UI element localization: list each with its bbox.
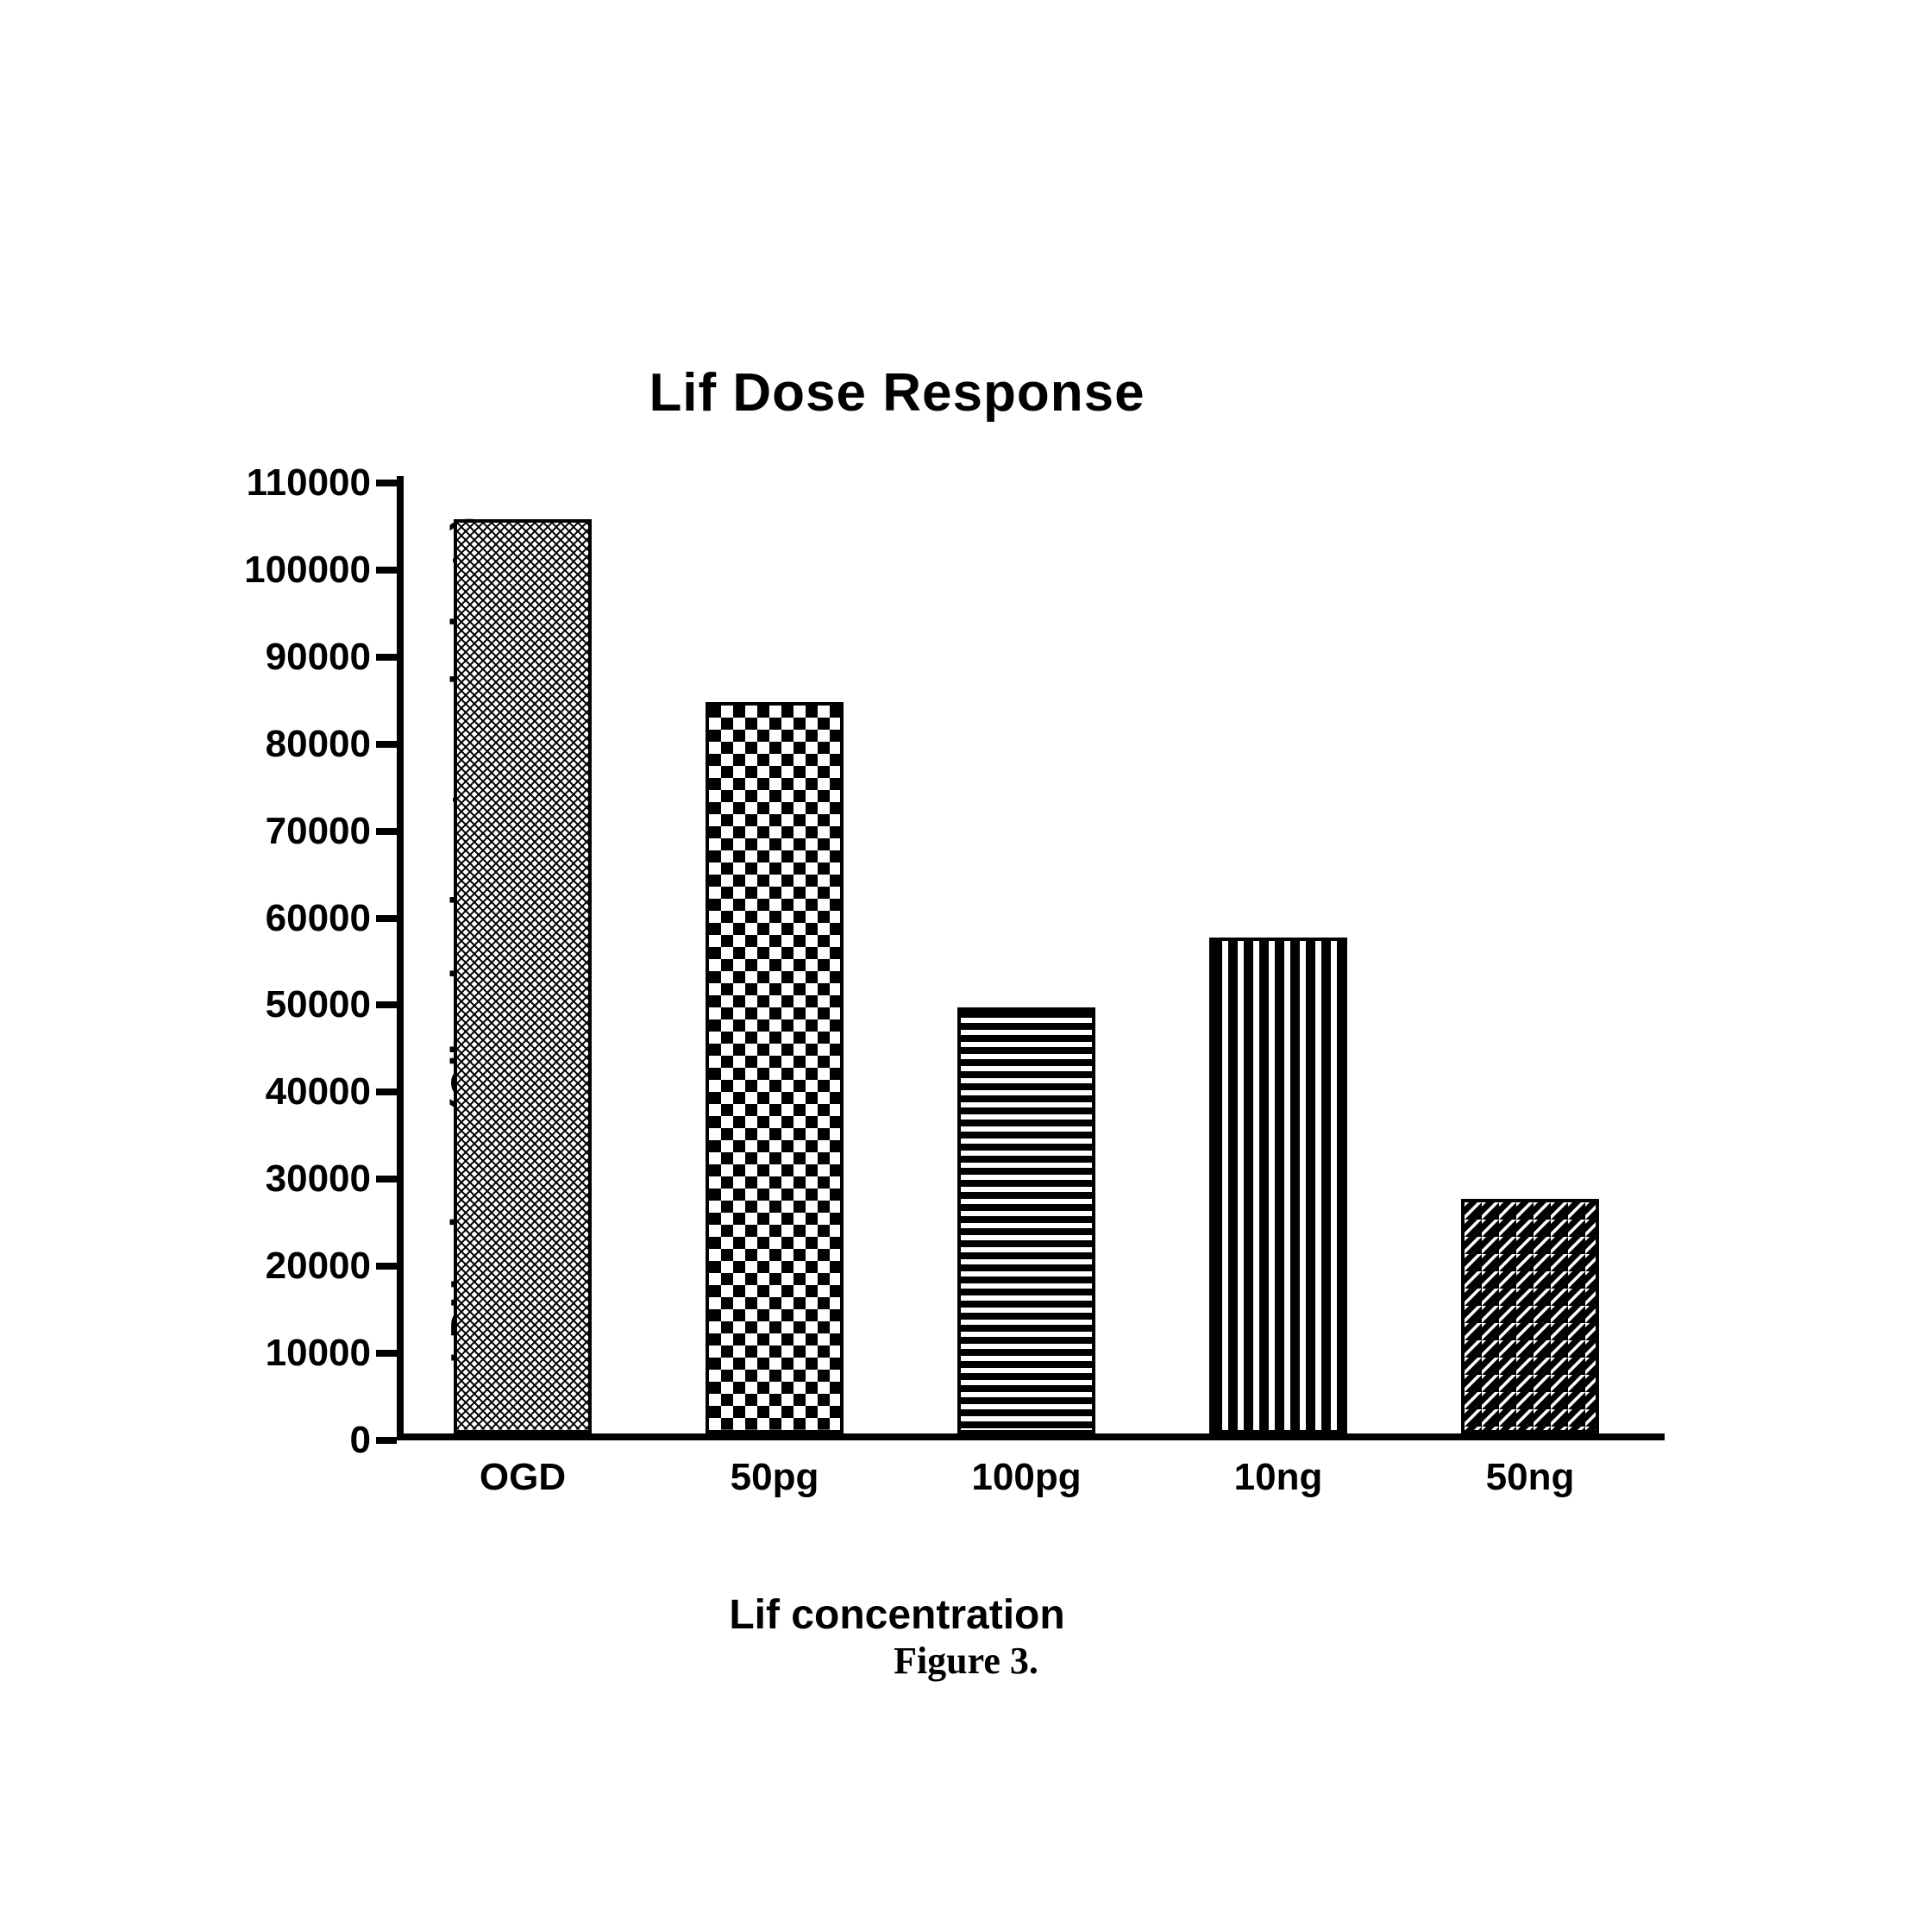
bar	[454, 519, 593, 1433]
bar	[1461, 1199, 1600, 1433]
y-tick-label: 60000	[266, 897, 371, 940]
x-tick-label: 50ng	[1486, 1456, 1575, 1499]
bar-fill	[457, 523, 589, 1430]
y-tick-label: 100000	[244, 549, 371, 592]
x-tick-label: 10ng	[1234, 1456, 1323, 1499]
y-tick-label: 40000	[266, 1070, 371, 1113]
bar	[706, 702, 844, 1433]
bar-fill	[709, 706, 841, 1430]
x-axis-label: Lif concentration	[104, 1591, 1690, 1639]
x-tick-label: OGD	[480, 1456, 566, 1499]
y-tick-label: 70000	[266, 810, 371, 853]
y-tick-label: 80000	[266, 723, 371, 766]
chart-container: Lif Dose Response LDH release (Oligodend…	[104, 380, 1690, 1501]
plot-area: 0100002000030000400005000060000700008000…	[397, 483, 1656, 1440]
figure-stage: Lif Dose Response LDH release (Oligodend…	[0, 0, 1932, 1932]
bar	[1209, 938, 1348, 1433]
y-tick	[376, 1350, 397, 1357]
y-tick	[376, 1088, 397, 1095]
y-tick	[376, 741, 397, 748]
bar-fill	[1213, 941, 1345, 1430]
y-tick	[376, 480, 397, 486]
bar-fill	[1465, 1202, 1596, 1430]
y-tick-label: 0	[350, 1419, 371, 1462]
y-tick	[376, 915, 397, 922]
bars-group: OGD50pg100pg10ng50ng	[397, 483, 1656, 1440]
y-tick-label: 110000	[247, 461, 371, 505]
y-tick	[376, 567, 397, 574]
x-tick-label: 100pg	[971, 1456, 1081, 1499]
y-tick-label: 10000	[266, 1332, 371, 1375]
x-tick-label: 50pg	[731, 1456, 819, 1499]
y-tick	[376, 1176, 397, 1182]
y-tick-label: 20000	[266, 1245, 371, 1288]
chart-title: Lif Dose Response	[104, 362, 1690, 423]
y-tick	[376, 1001, 397, 1008]
y-tick-label: 90000	[266, 636, 371, 679]
y-tick-label: 30000	[266, 1157, 371, 1201]
y-tick-label: 50000	[266, 983, 371, 1026]
bar	[957, 1007, 1096, 1433]
y-tick	[376, 1437, 397, 1444]
y-tick	[376, 1263, 397, 1270]
y-tick	[376, 654, 397, 661]
bar-fill	[961, 1011, 1093, 1430]
figure-caption: Figure 3.	[0, 1639, 1932, 1683]
y-tick	[376, 828, 397, 835]
